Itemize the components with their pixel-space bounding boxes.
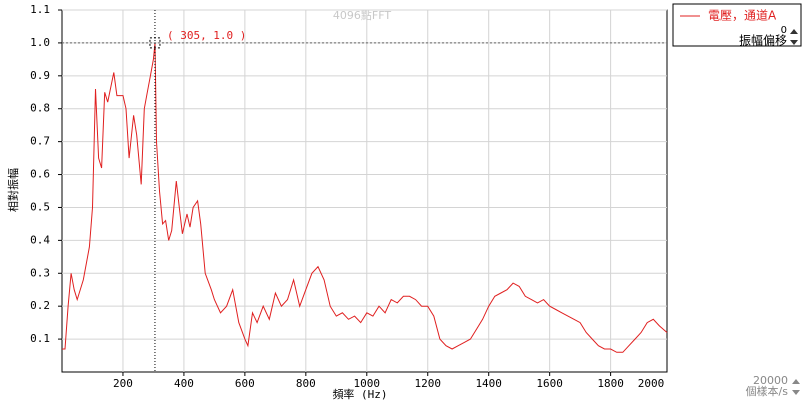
x-tick-label: 600: [235, 377, 255, 390]
x-tick-label: 1800: [597, 377, 624, 390]
x-tick-label: 1400: [475, 377, 502, 390]
y-tick-label: 0.3: [30, 266, 50, 279]
y-tick-label: 1.1: [30, 3, 50, 16]
y-tick-label: 0.9: [30, 69, 50, 82]
offset-value[interactable]: 0: [781, 25, 787, 36]
sample-rate-spinner[interactable]: [792, 379, 800, 395]
y-tick-label: 0.5: [30, 200, 50, 213]
y-tick-label: 0.8: [30, 102, 50, 115]
y-tick-label: 0.6: [30, 168, 50, 181]
offset-spinner[interactable]: [790, 29, 798, 45]
chart-title: 4096點FFT: [333, 9, 391, 22]
plot-area: [61, 9, 668, 373]
x-tick-label: 1200: [414, 377, 441, 390]
x-tick-label: 1000: [354, 377, 381, 390]
legend-label: 電壓，通道A: [708, 9, 777, 23]
y-tick-label: 0.2: [30, 299, 50, 312]
series-line: [62, 42, 668, 353]
x-tick-label: 2000: [638, 377, 665, 390]
sample-rate-unit: 個樣本/s: [746, 384, 789, 398]
x-tick-label: 800: [296, 377, 316, 390]
y-tick-label: 0.1: [30, 332, 50, 345]
sample-rate-value[interactable]: 20000: [753, 374, 788, 387]
x-tick-label: 1600: [536, 377, 563, 390]
y-tick-label: 0.7: [30, 135, 50, 148]
x-axis-label: 頻率 (Hz): [332, 387, 387, 401]
x-tick-label: 400: [174, 377, 194, 390]
y-tick-label: 1.0: [30, 36, 50, 49]
x-tick-label: 200: [113, 377, 133, 390]
cursor-marker: [149, 37, 161, 49]
legend-box: [672, 3, 802, 47]
y-tick-label: 0.4: [30, 233, 50, 246]
cursor-label: ( 305, 1.0 ): [167, 29, 246, 42]
offset-label: 振幅偏移: [739, 33, 787, 48]
y-axis-label: 相對振幅: [6, 168, 20, 212]
